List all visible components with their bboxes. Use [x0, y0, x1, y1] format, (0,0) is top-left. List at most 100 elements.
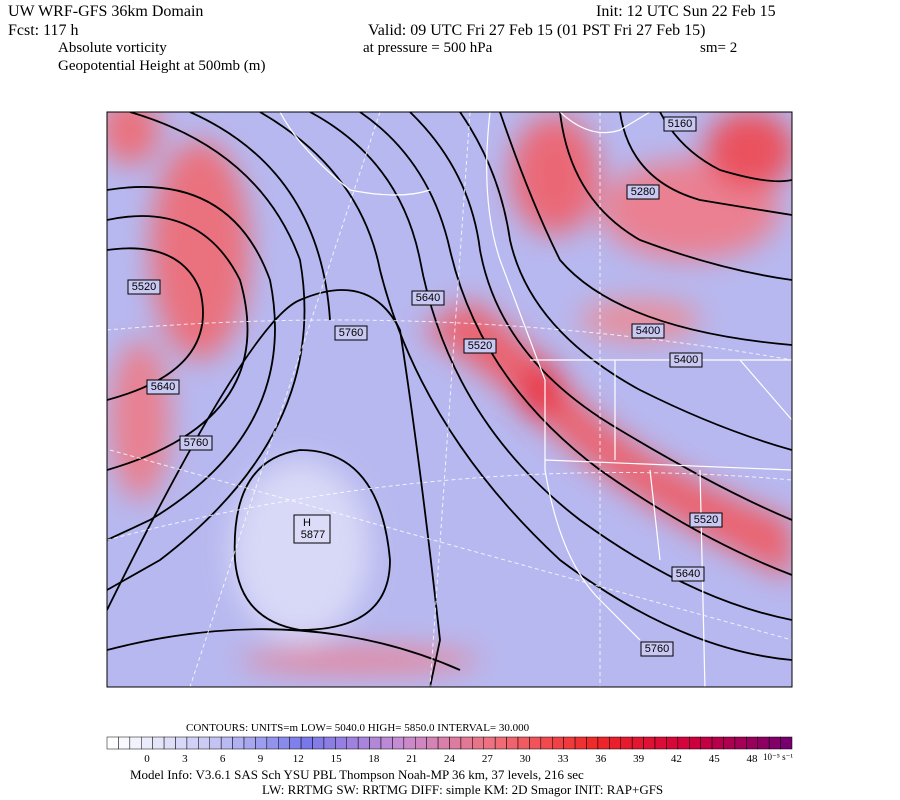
contour-label: 5760	[645, 643, 669, 655]
colorbar-swatch	[232, 736, 245, 750]
colorbar-swatch	[152, 736, 165, 750]
high-label-box	[293, 514, 331, 544]
colorbar-swatch	[175, 736, 188, 750]
colorbar-label: 12	[293, 753, 304, 765]
contour-label-box	[146, 379, 180, 395]
colorbar-swatch	[689, 736, 701, 750]
contour-label: 5280	[631, 186, 655, 198]
colorbar-label: 48	[747, 753, 759, 765]
contour-label-box	[334, 325, 368, 341]
colorbar-swatch	[506, 736, 519, 750]
colorbar-swatch	[243, 736, 256, 750]
high-value: 5877	[301, 529, 325, 541]
colorbar-label: 27	[482, 753, 494, 765]
colorbar-swatch	[654, 736, 667, 750]
colorbar-swatch	[118, 736, 131, 750]
colorbar-swatch	[346, 736, 359, 750]
colorbar-swatch	[335, 736, 348, 750]
colorbar-swatch	[255, 736, 268, 750]
colorbar-label: 6	[220, 753, 226, 765]
colorbar-swatch	[723, 736, 736, 750]
colorbar-swatch	[734, 736, 747, 750]
map-frame	[106, 111, 793, 688]
colorbar-swatch	[620, 736, 633, 750]
contour-label-box	[689, 512, 723, 528]
contour-label: 5400	[674, 354, 698, 366]
contour-label-box	[179, 435, 213, 451]
contour-label-box	[663, 116, 697, 132]
contour-label: 5520	[694, 514, 718, 526]
colorbar-swatch	[220, 736, 233, 750]
contour-label-box	[669, 352, 703, 368]
colorbar-swatch	[529, 736, 542, 750]
smoothing: sm= 2	[700, 40, 737, 56]
colorbar-swatch	[746, 736, 758, 750]
colorbar-swatch	[449, 736, 462, 750]
forecast-hour: Fcst: 117 h	[8, 22, 79, 39]
model-info-2: LW: RRTMG SW: RRTMG DIFF: simple KM: 2D …	[262, 782, 663, 797]
colorbar-swatch	[437, 736, 450, 750]
contour-label: 5520	[468, 340, 492, 352]
colorbar-swatch	[369, 736, 382, 750]
colorbar-swatch	[574, 736, 587, 750]
contour-label-box	[411, 290, 445, 306]
colorbar-swatch	[141, 736, 153, 750]
colorbar-label: 0	[144, 753, 150, 765]
colorbar-label: 15	[331, 753, 343, 765]
colorbar-swatch	[129, 736, 142, 750]
colorbar-swatch	[380, 736, 393, 750]
colorbar-swatch	[266, 736, 279, 750]
colorbar-swatch	[677, 736, 690, 750]
colorbar-swatch	[700, 736, 713, 750]
contour-label: 5400	[636, 325, 660, 337]
contour-field: Geopotential Height at 500mb (m)	[58, 58, 265, 74]
colorbar-swatch	[643, 736, 656, 750]
contour-label-box	[640, 641, 674, 657]
colorbar-swatch	[552, 736, 564, 750]
colorbar-swatch	[540, 736, 553, 750]
colorbar-swatch	[460, 736, 473, 750]
colorbar-swatch	[106, 736, 119, 750]
colorbar-label: 21	[406, 753, 417, 765]
colorbar-swatch	[323, 736, 336, 750]
colorbar-label: 45	[709, 753, 721, 765]
colorbar-swatch	[300, 736, 313, 750]
colorbar-swatch	[483, 736, 496, 750]
colorbar-swatch	[312, 736, 325, 750]
colorbar-swatch	[198, 736, 210, 750]
contour-label-box	[671, 566, 705, 582]
colorbar-unit: 10⁻⁵ s⁻¹	[763, 752, 793, 762]
contour-label: 5640	[416, 292, 440, 304]
contour-label: 5640	[151, 381, 175, 393]
pressure-level: at pressure = 500 hPa	[363, 40, 493, 56]
contour-label-box	[463, 338, 497, 354]
colorbar-swatch	[563, 736, 576, 750]
colorbar-swatch	[517, 736, 530, 750]
high-symbol: H	[303, 517, 311, 529]
contour-label: 5640	[676, 568, 700, 580]
colorbar-swatch	[780, 736, 793, 750]
colorbar-swatch	[186, 736, 199, 750]
colorbar-swatch	[357, 736, 370, 750]
colorbar-swatch	[403, 736, 416, 750]
contour-label: 5160	[668, 118, 692, 130]
colorbar-swatch	[289, 736, 302, 750]
colorbar-label: 18	[368, 753, 380, 765]
contour-label: 5760	[339, 327, 363, 339]
valid-time: Valid: 09 UTC Fri 27 Feb 15 (01 PST Fri …	[368, 22, 706, 39]
colorbar-label: 24	[444, 753, 456, 765]
contour-label-box	[631, 323, 665, 339]
colorbar-swatch	[163, 736, 176, 750]
colorbar-swatch	[666, 736, 679, 750]
contour-label-box	[626, 184, 660, 200]
colorbar-swatch	[278, 736, 290, 750]
field-name: Absolute vorticity	[58, 40, 167, 56]
colorbar-swatch	[472, 736, 485, 750]
model-info: Model Info: V3.6.1 SAS Sch YSU PBL Thomp…	[130, 767, 584, 782]
init-time: Init: 12 UTC Sun 22 Feb 15	[596, 3, 776, 20]
colorbar-swatch	[392, 736, 405, 750]
colorbar-label: 30	[520, 753, 532, 765]
colorbar-swatch	[415, 736, 427, 750]
colorbar-swatch	[597, 736, 610, 750]
